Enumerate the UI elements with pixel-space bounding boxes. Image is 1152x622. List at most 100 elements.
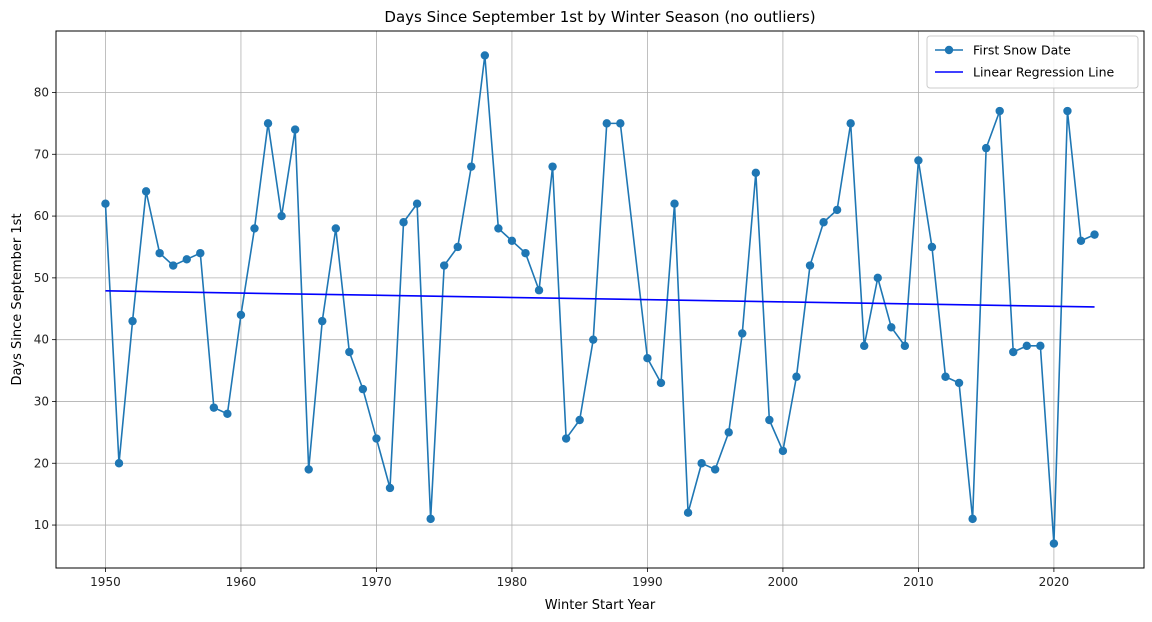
x-tick-label: 2010 xyxy=(903,575,934,589)
data-point xyxy=(751,168,761,178)
legend-label-linear-regression-line: Linear Regression Line xyxy=(973,65,1115,80)
data-point xyxy=(981,143,991,153)
y-tick-label: 60 xyxy=(34,209,49,223)
legend: First Snow Date Linear Regression Line xyxy=(926,35,1139,89)
data-point xyxy=(670,199,679,208)
data-point xyxy=(1076,236,1086,245)
data-point xyxy=(927,242,937,252)
y-tick-label: 40 xyxy=(34,333,49,347)
series-layer xyxy=(101,51,1099,548)
x-tick-label: 1960 xyxy=(226,575,257,589)
data-point xyxy=(602,119,611,128)
data-point xyxy=(941,372,950,381)
y-tick-label: 10 xyxy=(34,518,49,532)
x-tick-label: 2000 xyxy=(768,575,799,589)
data-point xyxy=(1090,230,1099,239)
data-point xyxy=(331,224,340,233)
legend-entry-first-snow-date: First Snow Date xyxy=(935,43,1071,58)
x-axis-ticks: 1950 1960 1970 1980 1990 2000 2010 2020 xyxy=(90,568,1069,589)
x-tick-label: 2020 xyxy=(1039,575,1070,589)
data-point xyxy=(724,428,733,437)
data-point xyxy=(1063,106,1072,116)
data-point xyxy=(426,514,435,524)
series-line-linear-regression-line xyxy=(105,290,1095,308)
data-point xyxy=(792,372,801,381)
data-point xyxy=(697,459,706,468)
data-point xyxy=(290,125,300,134)
legend-marker-first-snow-date xyxy=(944,45,954,55)
legend-entry-linear-regression-line: Linear Regression Line xyxy=(935,65,1115,80)
x-tick-label: 1970 xyxy=(361,575,392,589)
data-point xyxy=(209,403,219,412)
y-tick-label: 50 xyxy=(34,271,49,285)
x-tick-label: 1980 xyxy=(497,575,528,589)
data-point xyxy=(345,347,354,357)
data-point xyxy=(765,415,774,425)
data-point xyxy=(656,378,666,388)
data-point xyxy=(778,446,788,456)
data-point xyxy=(494,224,503,233)
data-point xyxy=(196,248,205,258)
y-axis-title: Days Since September 1st xyxy=(10,213,25,385)
plot-frame xyxy=(55,30,1145,569)
data-point xyxy=(1036,341,1045,351)
data-point xyxy=(873,273,882,283)
data-point xyxy=(710,465,720,474)
data-point xyxy=(1009,347,1018,357)
data-point xyxy=(995,106,1004,116)
legend-label-first-snow-date: First Snow Date xyxy=(973,43,1071,58)
data-point xyxy=(534,286,544,295)
data-point xyxy=(561,434,571,443)
data-point xyxy=(182,255,191,264)
data-point xyxy=(575,415,584,425)
data-point xyxy=(643,354,652,363)
data-point xyxy=(832,205,842,215)
data-point xyxy=(358,384,368,394)
data-point xyxy=(169,261,178,270)
data-point xyxy=(467,162,476,171)
data-point xyxy=(887,323,896,332)
y-tick-label: 30 xyxy=(34,394,49,408)
data-point xyxy=(616,119,625,128)
data-point xyxy=(683,508,693,517)
data-point xyxy=(968,514,977,524)
y-tick-label: 80 xyxy=(34,85,49,99)
data-point xyxy=(399,218,408,227)
data-point xyxy=(236,310,246,320)
legend-box xyxy=(926,35,1139,89)
data-point xyxy=(507,236,517,245)
data-point xyxy=(521,248,530,258)
data-point xyxy=(128,316,137,326)
data-point xyxy=(223,409,232,419)
data-point xyxy=(277,211,286,221)
data-point xyxy=(385,483,395,493)
data-point xyxy=(846,119,855,128)
data-point xyxy=(914,156,923,165)
data-point xyxy=(954,378,964,388)
data-point xyxy=(1022,341,1031,351)
data-point xyxy=(155,248,164,258)
y-tick-label: 20 xyxy=(34,456,49,470)
data-point xyxy=(372,434,381,443)
y-axis-ticks: 10 20 30 40 50 60 70 80 xyxy=(34,85,56,532)
data-point xyxy=(114,459,124,468)
y-tick-label: 70 xyxy=(34,147,49,161)
x-tick-label: 1990 xyxy=(632,575,663,589)
data-point xyxy=(101,199,110,208)
data-point xyxy=(304,465,313,474)
x-tick-label: 1950 xyxy=(90,575,121,589)
data-point xyxy=(1049,539,1059,548)
data-point xyxy=(805,261,815,270)
data-point xyxy=(263,119,273,128)
x-axis-title: Winter Start Year xyxy=(545,598,656,613)
data-point xyxy=(453,242,462,252)
data-point xyxy=(819,218,828,227)
data-point xyxy=(318,316,327,326)
data-point xyxy=(900,341,910,351)
data-point xyxy=(412,199,422,208)
data-point xyxy=(480,51,490,60)
data-point xyxy=(141,187,151,196)
data-point xyxy=(548,162,557,171)
data-point xyxy=(589,335,598,344)
